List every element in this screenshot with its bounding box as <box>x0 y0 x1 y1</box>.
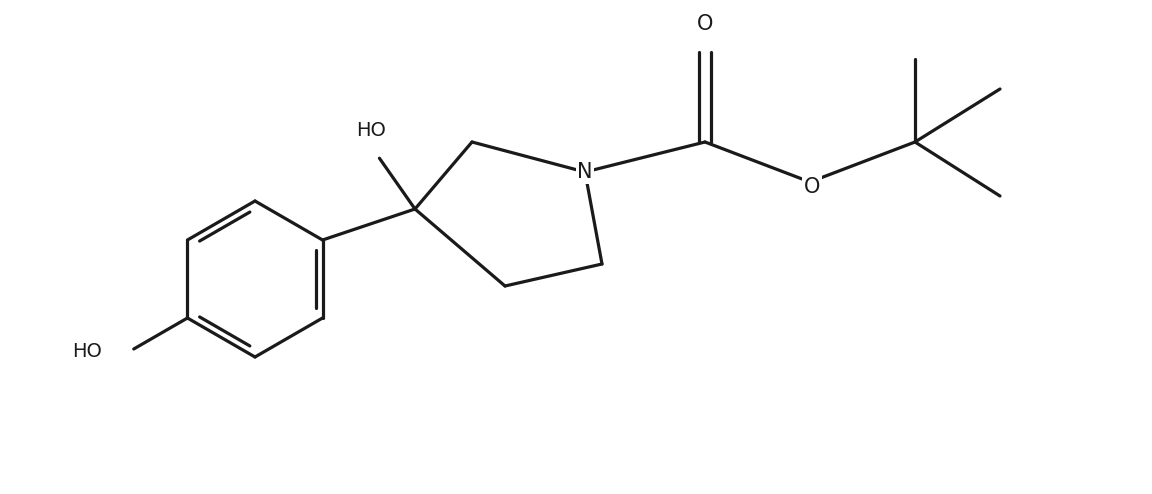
Text: HO: HO <box>356 121 386 140</box>
Text: O: O <box>697 14 713 34</box>
Text: O: O <box>804 177 820 197</box>
Text: HO: HO <box>71 341 101 361</box>
Text: N: N <box>577 162 593 182</box>
